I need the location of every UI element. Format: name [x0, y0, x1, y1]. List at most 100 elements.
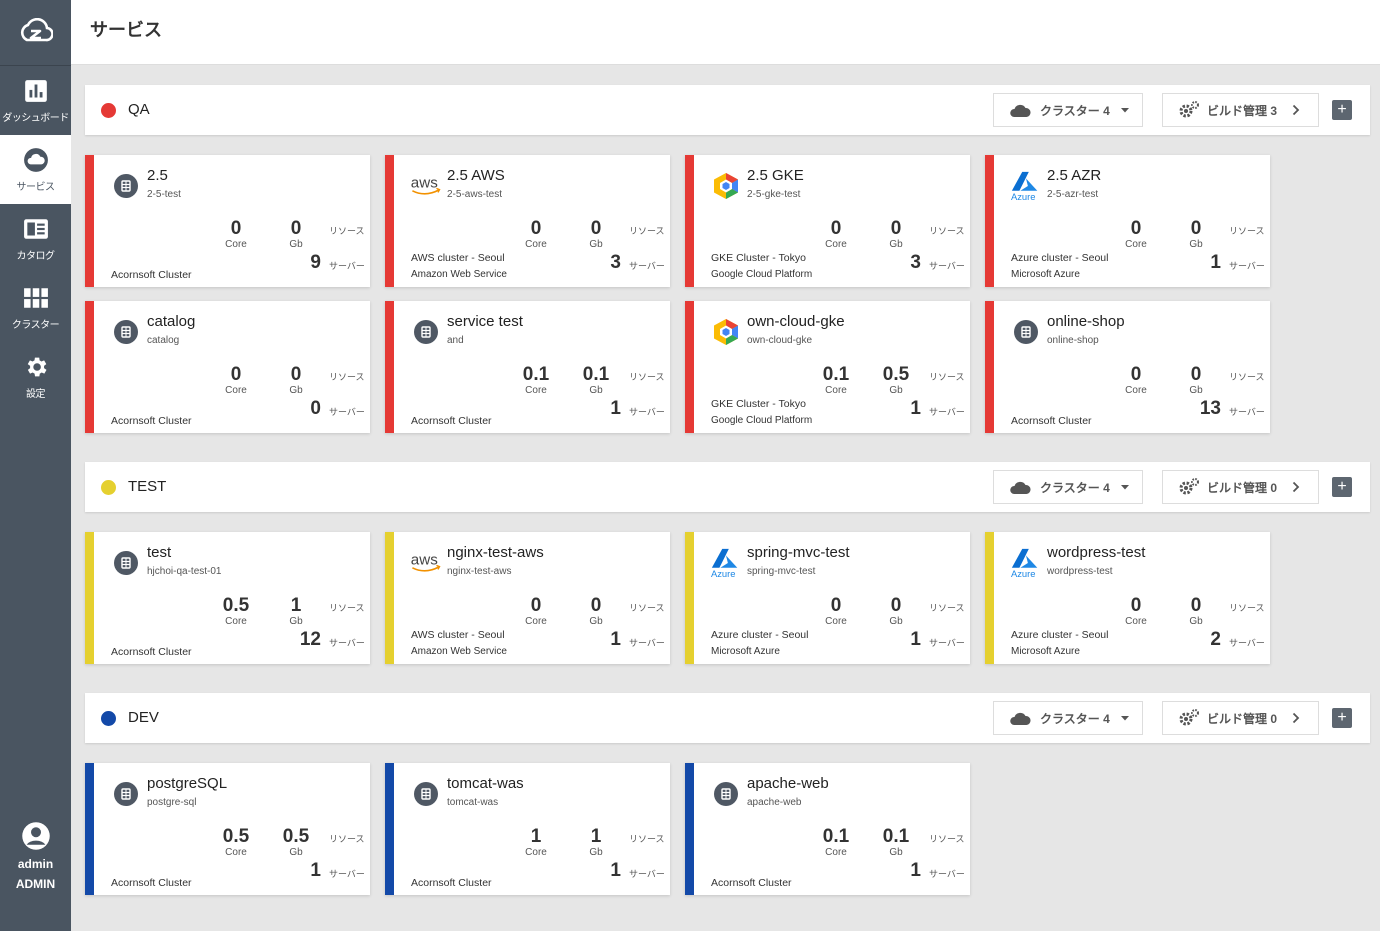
cluster-dropdown-button[interactable]: クラスター 4 [993, 701, 1143, 735]
page-title: サービス [90, 20, 162, 40]
build-management-button[interactable]: ビルド管理 0 [1162, 470, 1319, 504]
service-card[interactable]: 2.5 2-5-test 0 Core 0 Gb リソース 9 サーバー Aco… [85, 155, 370, 287]
service-card[interactable]: Azure 2.5 AZR 2-5-azr-test 0 Core 0 Gb リ… [985, 155, 1270, 287]
add-service-button[interactable]: + [1332, 708, 1352, 728]
memory-value: 0.1 [582, 364, 610, 385]
group-color-bar [685, 301, 694, 433]
service-namespace: nginx-test-aws [447, 566, 512, 577]
core-value: 0 [1130, 218, 1142, 239]
service-title: nginx-test-aws [447, 544, 544, 561]
group-color-bar [985, 532, 994, 664]
memory-unit: Gb [589, 616, 603, 627]
group-header: TEST クラスター 4 ビルド管理 0 + [85, 462, 1370, 512]
core-unit: Core [825, 239, 847, 250]
service-card[interactable]: Azure spring-mvc-test spring-mvc-test 0 … [685, 532, 970, 664]
app-logo[interactable] [0, 0, 71, 66]
sidebar-item-label: ダッシュボード [2, 112, 69, 124]
group-color-bar [985, 301, 994, 433]
core-value: 0.1 [522, 364, 550, 385]
sidebar-item-cluster[interactable]: クラスター [0, 273, 71, 342]
group-header: DEV クラスター 4 ビルド管理 0 + [85, 693, 1370, 743]
server-count: 3 [610, 252, 621, 273]
grid-icon [23, 287, 48, 308]
cluster-name: GKE Cluster - Tokyo [711, 398, 806, 410]
service-title: 2.5 AZR [1047, 167, 1102, 184]
core-unit: Core [1125, 239, 1147, 250]
service-card[interactable]: postgreSQL postgre-sql 0.5 Core 0.5 Gb リ… [85, 763, 370, 895]
build-management-button[interactable]: ビルド管理 3 [1162, 93, 1319, 127]
sidebar: ダッシュボード サービス カタログ クラスター 設定 admin ADMIN [0, 0, 71, 931]
group-color-bar [85, 532, 94, 664]
service-card[interactable]: 2.5 GKE 2-5-gke-test 0 Core 0 Gb リソース 3 … [685, 155, 970, 287]
group-name: DEV [128, 709, 159, 726]
caret-down-icon [1121, 485, 1129, 490]
catalog-icon [23, 218, 48, 239]
cluster-dropdown-button[interactable]: クラスター 4 [993, 93, 1143, 127]
cluster-name: Acornsoft Cluster [111, 269, 192, 281]
group-color-bar [85, 301, 94, 433]
service-card[interactable]: Azure wordpress-test wordpress-test 0 Co… [985, 532, 1270, 664]
user-profile[interactable]: admin ADMIN [0, 821, 71, 891]
core-unit: Core [225, 616, 247, 627]
plus-icon: + [1337, 101, 1347, 118]
sidebar-item-label: クラスター [11, 319, 60, 331]
cluster-name: Acornsoft Cluster [111, 415, 192, 427]
core-value: 0 [830, 218, 842, 239]
cluster-name: Acornsoft Cluster [411, 415, 492, 427]
group-color-bar [685, 532, 694, 664]
build-management-button[interactable]: ビルド管理 0 [1162, 701, 1319, 735]
service-card[interactable]: service test and 0.1 Core 0.1 Gb リソース 1 … [385, 301, 670, 433]
server-count: 1 [910, 860, 921, 881]
group-name: QA [128, 101, 150, 118]
memory-unit: Gb [589, 239, 603, 250]
service-namespace: spring-mvc-test [747, 566, 816, 577]
service-card[interactable]: aws 2.5 AWS 2-5-aws-test 0 Core 0 Gb リソー… [385, 155, 670, 287]
memory-unit: Gb [589, 385, 603, 396]
sidebar-item-settings[interactable]: 設定 [0, 342, 71, 411]
server-count: 1 [310, 860, 321, 881]
cloud-provider: Microsoft Azure [711, 646, 780, 657]
server-label: サーバー [629, 261, 665, 271]
service-card[interactable]: tomcat-was tomcat-was 1 Core 1 Gb リソース 1… [385, 763, 670, 895]
server-label: サーバー [929, 638, 965, 648]
memory-value: 0.5 [282, 826, 310, 847]
chevron-right-icon [1292, 104, 1300, 116]
service-title: 2.5 [147, 167, 168, 184]
memory-value: 0 [1190, 364, 1202, 385]
cluster-dropdown-button[interactable]: クラスター 4 [993, 470, 1143, 504]
memory-unit: Gb [589, 847, 603, 858]
service-card[interactable]: own-cloud-gke own-cloud-gke 0.1 Core 0.5… [685, 301, 970, 433]
cluster-name: Acornsoft Cluster [1011, 415, 1092, 427]
resource-label: リソース [929, 603, 965, 613]
resource-label: リソース [629, 226, 665, 236]
sidebar-item-dashboard[interactable]: ダッシュボード [0, 66, 71, 135]
server-count: 1 [1210, 252, 1221, 273]
service-card[interactable]: catalog catalog 0 Core 0 Gb リソース 0 サーバー … [85, 301, 370, 433]
service-card[interactable]: aws nginx-test-aws nginx-test-aws 0 Core… [385, 532, 670, 664]
server-label: サーバー [629, 869, 665, 879]
cloud-provider: Amazon Web Service [411, 269, 507, 280]
memory-unit: Gb [289, 385, 303, 396]
memory-unit: Gb [889, 385, 903, 396]
cloud-icon [1010, 712, 1031, 725]
resource-label: リソース [329, 372, 365, 382]
add-service-button[interactable]: + [1332, 477, 1352, 497]
sidebar-item-services[interactable]: サービス [0, 135, 71, 204]
service-card[interactable]: online-shop online-shop 0 Core 0 Gb リソース… [985, 301, 1270, 433]
add-service-button[interactable]: + [1332, 100, 1352, 120]
service-icon [710, 778, 742, 810]
azure-logo-icon: Azure [1010, 547, 1042, 579]
sidebar-item-catalog[interactable]: カタログ [0, 204, 71, 273]
resource-label: リソース [629, 372, 665, 382]
memory-unit: Gb [889, 239, 903, 250]
core-value: 0.1 [822, 826, 850, 847]
core-value: 0.5 [222, 595, 250, 616]
cluster-name: Azure cluster - Seoul [711, 629, 809, 641]
core-unit: Core [825, 385, 847, 396]
group-name: TEST [128, 478, 167, 495]
service-card[interactable]: test hjchoi-qa-test-01 0.5 Core 1 Gb リソー… [85, 532, 370, 664]
gear-icon [27, 357, 47, 376]
service-title: apache-web [747, 775, 829, 792]
service-card[interactable]: apache-web apache-web 0.1 Core 0.1 Gb リソ… [685, 763, 970, 895]
chevron-right-icon [1292, 712, 1300, 724]
